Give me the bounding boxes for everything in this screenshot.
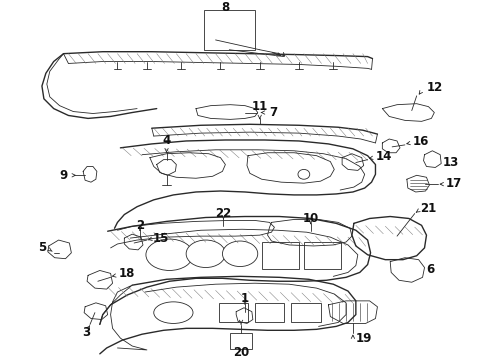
Text: 13: 13 [443,156,460,169]
Text: 4: 4 [162,134,171,147]
Text: 21: 21 [420,202,437,215]
Bar [304,242,341,270]
Ellipse shape [186,240,225,267]
Text: 18: 18 [119,267,135,280]
Bar [204,10,255,50]
Bar [255,303,284,323]
Ellipse shape [222,241,258,266]
Bar [262,242,299,270]
Bar [230,333,252,349]
Text: 8: 8 [221,1,229,14]
Text: 3: 3 [82,326,90,339]
Text: 22: 22 [215,207,232,220]
Text: 5: 5 [38,242,46,255]
Text: 20: 20 [233,346,249,359]
Text: 1: 1 [241,292,249,305]
Text: 9: 9 [59,169,68,182]
Text: 14: 14 [375,150,392,163]
Text: 10: 10 [303,212,319,225]
Text: 6: 6 [426,263,435,276]
Text: 19: 19 [356,332,372,345]
Text: 15: 15 [153,231,169,244]
Text: 16: 16 [413,135,429,148]
Text: 11: 11 [251,99,268,113]
Bar [219,303,248,323]
Text: 12: 12 [426,81,443,94]
Ellipse shape [146,239,193,270]
Ellipse shape [154,302,193,323]
Text: 7: 7 [270,106,278,119]
Text: 2: 2 [136,219,144,232]
Bar [291,303,320,323]
Text: 17: 17 [446,177,463,190]
